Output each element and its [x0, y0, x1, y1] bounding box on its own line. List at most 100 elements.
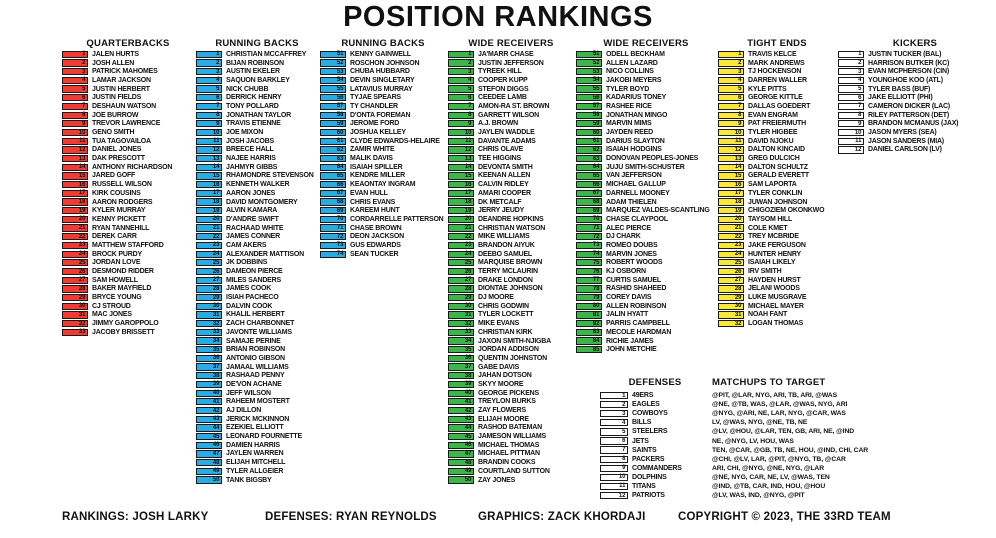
rank-badge: 46	[196, 441, 222, 449]
player-name: JAKE FERGUSON	[748, 241, 806, 249]
rank-badge: 64	[576, 163, 602, 171]
rank-row: 64 ISAIAH SPILLER	[320, 163, 446, 172]
rank-badge: 8	[196, 111, 222, 119]
rank-row: 18 AARON RODGERS	[62, 198, 194, 207]
rank-row: 16 RUSSELL WILSON	[62, 180, 194, 189]
rank-row: 7 DALLAS GOEDERT	[718, 102, 836, 111]
player-name: TREVOR LAWRENCE	[92, 120, 161, 128]
rank-badge: 5	[196, 85, 222, 93]
rank-badge: 76	[576, 267, 602, 276]
rank-badge: 12	[448, 146, 474, 154]
rank-row: 66 MICHAEL GALLUP	[576, 180, 716, 189]
matchups-section: MATCHUPS TO TARGET @PIT, @LAR, NYG, ARI,…	[712, 377, 952, 500]
player-name: JEROME FORD	[350, 120, 400, 128]
rank-badge: 4	[448, 76, 474, 85]
player-name: AMARI COOPER	[478, 189, 531, 197]
player-name: JUSTIN HERBERT	[92, 85, 150, 93]
rank-row: 26 TERRY MCLAURIN	[448, 267, 574, 276]
player-name: DJ CHARK	[606, 233, 641, 241]
player-name: RHAMONDRE STEVENSON	[226, 172, 314, 180]
quarterbacks-list: 1 JALEN HURTS 2 JOSH ALLEN 3 PATRICK MAHOMES 4…	[62, 50, 194, 337]
player-name: TONY POLLARD	[226, 102, 279, 110]
rank-row: 61 CLYDE EDWARDS-HELAIRE	[320, 137, 446, 146]
rank-row: 45 LEONARD FOURNETTE	[196, 432, 318, 441]
rank-badge: 16	[448, 181, 474, 189]
rank-row: 6 JUSTIN FIELDS	[62, 93, 194, 102]
rank-row: 21 RYAN TANNEHILL	[62, 224, 194, 233]
rank-badge: 6	[62, 94, 88, 102]
rank-row: 15 JARED GOFF	[62, 172, 194, 181]
rank-row: 10 GENO SMITH	[62, 128, 194, 137]
player-name: MATTHEW STAFFORD	[92, 241, 164, 249]
rank-badge: 15	[62, 172, 88, 180]
matchup-row: @NYG, @ARI, NE, LAR, NYG, @CAR, WAS	[712, 410, 846, 418]
rank-badge: 7	[600, 446, 628, 454]
rank-badge: 12	[196, 146, 222, 154]
rank-badge: 30	[448, 302, 474, 310]
rank-row: 70 CHASE CLAYPOOL	[576, 215, 716, 224]
page-title: POSITION RANKINGS	[343, 1, 653, 33]
rank-row: 72 DEON JACKSON	[320, 232, 446, 241]
rank-badge: 6	[448, 94, 474, 102]
player-name: CALVIN RIDLEY	[478, 181, 529, 189]
rank-row: 6 JETS	[600, 436, 710, 445]
rank-badge: 1	[718, 50, 744, 58]
rank-row: 84 RICHIE JAMES	[576, 337, 716, 346]
rank-row: 58 JONATHAN MINGO	[576, 111, 716, 120]
rank-badge: 23	[62, 241, 88, 250]
player-name: JORDAN LOVE	[92, 259, 141, 267]
rank-row: 44 EZEKIEL ELLIOTT	[196, 424, 318, 433]
rank-badge: 17	[196, 189, 222, 197]
player-name: LAMAR JACKSON	[92, 76, 151, 84]
rank-badge: 9	[448, 120, 474, 128]
player-name: JERICK MCKINNON	[226, 415, 290, 423]
rank-row: 22 DEREK CARR	[62, 232, 194, 241]
player-name: JERRY JEUDY	[478, 207, 525, 215]
rank-badge: 8	[838, 111, 864, 119]
player-name: CAM AKERS	[226, 241, 267, 249]
rank-badge: 56	[576, 94, 602, 102]
rank-row: 32 JIMMY GAROPPOLO	[62, 319, 194, 328]
player-name: ROMEO DOUBS	[606, 241, 658, 249]
rank-badge: 18	[62, 198, 88, 206]
rank-row: 9 TRAVIS ETIENNE	[196, 120, 318, 129]
player-name: AUSTIN EKELER	[226, 68, 280, 76]
player-name: DAVID MONTGOMERY	[226, 198, 298, 206]
rank-row: 60 JAYDEN REED	[576, 128, 716, 137]
rank-row: 29 LUKE MUSGRAVE	[718, 293, 836, 302]
player-name: GARRETT WILSON	[478, 111, 539, 119]
rank-badge: 67	[576, 189, 602, 197]
rank-badge: 1	[600, 391, 628, 400]
rank-badge: 9	[838, 120, 864, 128]
player-name: MICHAEL THOMAS	[478, 441, 540, 449]
rank-row: 12 CHRIS OLAVE	[448, 146, 574, 155]
matchup-row: @PIT, @LAR, NYG, ARI, TB, ARI, @WAS	[712, 392, 838, 400]
rank-badge: 25	[62, 259, 88, 267]
matchup-row: TEN, @CAR, @GB, TB, NE, HOU, @IND, CHI, …	[712, 446, 869, 454]
rank-row: 5 TYLER BASS (BUF)	[838, 85, 992, 94]
player-name: GEORGE KITTLE	[748, 94, 803, 102]
rank-row: 35 BRIAN ROBINSON	[196, 345, 318, 354]
rank-badge: 9	[600, 464, 628, 472]
player-name: JAMES CONNER	[226, 233, 280, 241]
player-name: MICHAEL MAYER	[748, 302, 804, 310]
rank-row: 8 JONATHAN TAYLOR	[196, 111, 318, 120]
player-name: JUSTIN FIELDS	[92, 94, 142, 102]
rank-badge: 19	[448, 207, 474, 215]
player-name: HUNTER HENRY	[748, 250, 801, 258]
rank-badge: 31	[718, 311, 744, 319]
player-name: MARK ANDREWS	[748, 59, 805, 67]
player-name: MARVIN JONES	[606, 250, 657, 258]
rank-badge: 8	[600, 455, 628, 463]
player-name: MAC JONES	[92, 311, 132, 319]
rank-badge: 5	[448, 85, 474, 93]
player-name: PATRICK MAHOMES	[92, 68, 158, 76]
player-name: JETS	[632, 437, 649, 445]
rank-badge: 51	[576, 50, 602, 58]
rank-badge: 54	[320, 76, 346, 85]
rank-row: 62 ISAIAH HODGINS	[576, 146, 716, 155]
rank-row: 52 ROSCHON JOHNSON	[320, 59, 446, 68]
rank-badge: 7	[838, 102, 864, 111]
player-name: COLE KMET	[748, 224, 788, 232]
player-name: KHALIL HERBERT	[226, 311, 285, 319]
